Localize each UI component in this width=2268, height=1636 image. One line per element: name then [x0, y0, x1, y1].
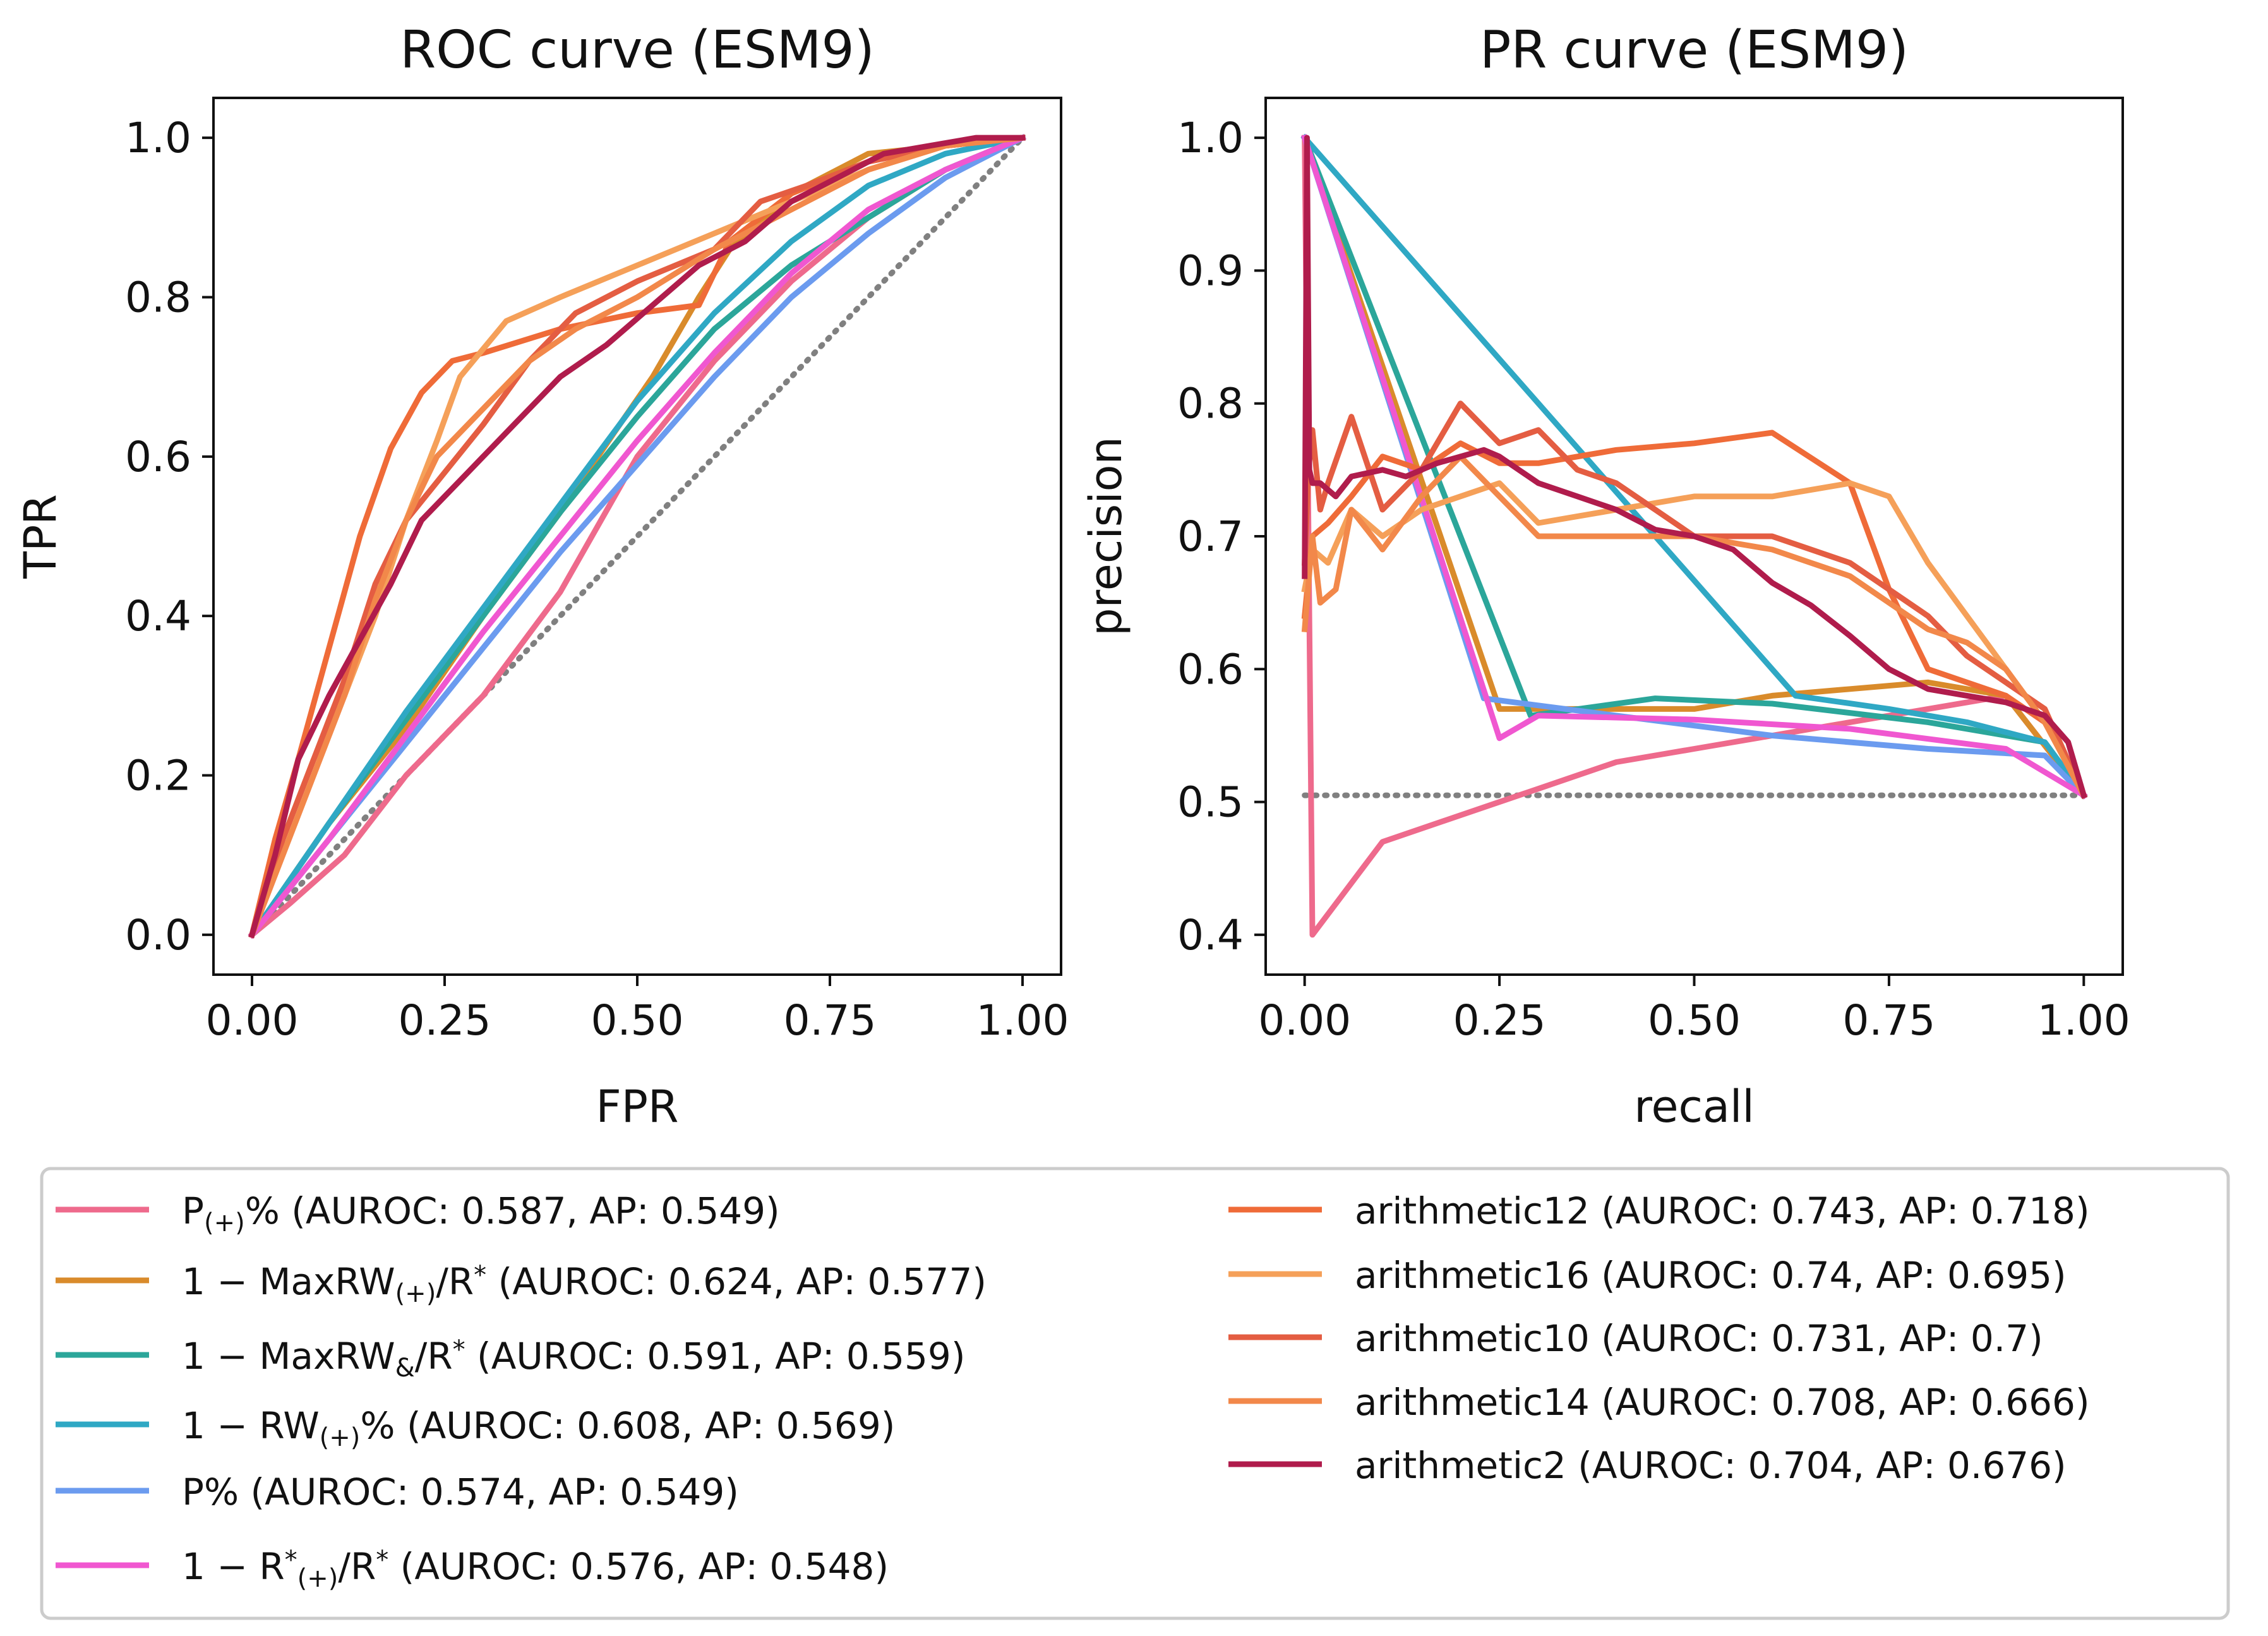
legend-label-part: &: [395, 1354, 415, 1383]
legend-label-part: 1 − R: [182, 1545, 285, 1588]
roc-y-axis-label: TPR: [15, 494, 66, 579]
roc-ytick-label: 0.4: [125, 592, 191, 641]
legend-label-arith2: arithmetic2 (AUROC: 0.704, AP: 0.676): [1355, 1444, 2067, 1487]
legend: P(+)% (AUROC: 0.587, AP: 0.549)1 − MaxRW…: [40, 1167, 2230, 1620]
legend-label-part: P% (AUROC: 0.574, AP: 0.549): [182, 1471, 739, 1513]
legend-label-part: /R: [338, 1545, 376, 1588]
legend-label-part: 1 − RW: [182, 1404, 320, 1447]
roc-ytick-label: 1.0: [125, 114, 191, 162]
legend-label-part: (AUROC: 0.591, AP: 0.559): [465, 1335, 966, 1378]
pr-series-arith12: [1301, 430, 2088, 800]
pr-ytick-label: 0.7: [1177, 512, 1244, 561]
legend-label-part: P: [182, 1189, 204, 1232]
legend-label-part: *: [285, 1546, 297, 1575]
legend-label-rw_plus_pct: 1 − RW(+)% (AUROC: 0.608, AP: 0.569): [182, 1404, 895, 1452]
roc-series-r_plus: [248, 134, 1026, 939]
pr-x-axis-label: recall: [1634, 1081, 1755, 1133]
legend-label-arith16: arithmetic16 (AUROC: 0.74, AP: 0.695): [1355, 1254, 2067, 1297]
pr-ytick-label: 1.0: [1177, 114, 1244, 162]
legend-label-part: 1 − MaxRW: [182, 1260, 395, 1303]
roc-xtick-label: 0.75: [784, 996, 877, 1045]
roc-xtick-label: 0.25: [399, 996, 491, 1045]
roc-series-arith2: [248, 135, 1026, 939]
legend-label-part: (+): [320, 1423, 361, 1452]
roc-xtick-label: 1.00: [976, 996, 1069, 1045]
legend-label-part: *: [376, 1546, 388, 1575]
pr-xtick-label: 0.75: [1842, 996, 1935, 1045]
pr-xtick-label: 0.25: [1453, 996, 1546, 1045]
roc-series-arith14: [248, 135, 1026, 939]
roc-ytick-label: 0.0: [125, 911, 191, 959]
pr-series-rw_plus_pct: [1300, 133, 2088, 800]
roc-baseline: [249, 135, 1026, 938]
pr-ytick-label: 0.4: [1177, 911, 1244, 959]
pr-chart: 0.00 0.25 0.50 0.75 1.00 0.4 0.5 0.6 0.7 0.8 0.9 1.…: [1080, 20, 2130, 1133]
roc-chart-title: ROC curve (ESM9): [400, 20, 874, 80]
legend-label-part: (+): [297, 1564, 339, 1593]
pr-y-axis-label: precision: [1080, 436, 1132, 636]
pr-chart-title: PR curve (ESM9): [1480, 20, 1909, 80]
legend-label-part: arithmetic10 (AUROC: 0.731, AP: 0.7): [1355, 1317, 2043, 1360]
legend-label-part: (+): [204, 1208, 245, 1237]
roc-series-rw_plus_pct: [248, 134, 1026, 939]
legend-label-part: arithmetic16 (AUROC: 0.74, AP: 0.695): [1355, 1254, 2067, 1297]
pr-series-r_plus: [1301, 134, 2088, 800]
roc-series-maxrw_amp: [248, 134, 1026, 939]
legend-label-part: arithmetic14 (AUROC: 0.708, AP: 0.666): [1355, 1381, 2090, 1424]
legend-label-arith10: arithmetic10 (AUROC: 0.731, AP: 0.7): [1355, 1317, 2043, 1360]
pr-xtick-label: 0.50: [1648, 996, 1741, 1045]
legend-label-part: arithmetic2 (AUROC: 0.704, AP: 0.676): [1355, 1444, 2067, 1487]
legend-label-arith14: arithmetic14 (AUROC: 0.708, AP: 0.666): [1355, 1381, 2090, 1424]
pr-xtick-label: 1.00: [2037, 996, 2130, 1045]
legend-label-p_pct: P% (AUROC: 0.574, AP: 0.549): [182, 1471, 739, 1513]
legend-label-part: (AUROC: 0.624, AP: 0.577): [486, 1260, 987, 1303]
roc-xtick-label: 0.50: [591, 996, 684, 1045]
legend-label-maxrw_plus: 1 − MaxRW(+)/R* (AUROC: 0.624, AP: 0.577…: [182, 1260, 987, 1308]
legend-label-maxrw_amp: 1 − MaxRW&/R* (AUROC: 0.591, AP: 0.559): [182, 1335, 965, 1383]
roc-x-axis-label: FPR: [596, 1081, 678, 1133]
pr-series-arith14: [1301, 454, 2088, 800]
roc-series-arith16: [248, 135, 1026, 939]
roc-ytick-label: 0.8: [125, 273, 191, 322]
legend-label-part: /R: [436, 1260, 474, 1303]
roc-xtick-label: 0.00: [206, 996, 299, 1045]
legend-label-part: (AUROC: 0.576, AP: 0.548): [388, 1545, 889, 1588]
pr-ytick-label: 0.5: [1177, 778, 1244, 827]
legend-label-part: % (AUROC: 0.587, AP: 0.549): [245, 1189, 780, 1232]
legend-label-arith12: arithmetic12 (AUROC: 0.743, AP: 0.718): [1355, 1189, 2090, 1232]
pr-series-p_plus_pct: [1302, 135, 2088, 938]
pr-xtick-label: 0.00: [1258, 996, 1351, 1045]
roc-ytick-label: 0.6: [125, 433, 191, 481]
roc-ytick-label: 0.2: [125, 752, 191, 800]
pr-ytick-label: 0.9: [1177, 246, 1244, 295]
pr-ytick-label: 0.6: [1177, 645, 1244, 694]
roc-series-p_pct: [248, 134, 1027, 939]
legend-label-part: % (AUROC: 0.608, AP: 0.569): [360, 1404, 895, 1447]
legend-label-part: (+): [395, 1279, 436, 1308]
legend-label-r_plus: 1 − R*(+)/R* (AUROC: 0.576, AP: 0.548): [182, 1545, 889, 1593]
legend-label-part: 1 − MaxRW: [182, 1335, 395, 1378]
roc-chart: 0.00 0.25 0.50 0.75 1.00 0.0 0.2 0.4 0.6 0.8 1.0 RO…: [15, 20, 1069, 1133]
legend-frame: [40, 1167, 2230, 1620]
legend-label-p_plus_pct: P(+)% (AUROC: 0.587, AP: 0.549): [182, 1189, 780, 1237]
pr-series-arith2: [1302, 135, 2087, 799]
legend-label-part: *: [474, 1261, 486, 1290]
legend-label-part: *: [453, 1335, 465, 1364]
legend-label-part: /R: [415, 1335, 453, 1378]
legend-label-part: arithmetic12 (AUROC: 0.743, AP: 0.718): [1355, 1189, 2090, 1232]
pr-ytick-label: 0.8: [1177, 380, 1244, 428]
pr-series-arith10: [1302, 400, 2088, 800]
